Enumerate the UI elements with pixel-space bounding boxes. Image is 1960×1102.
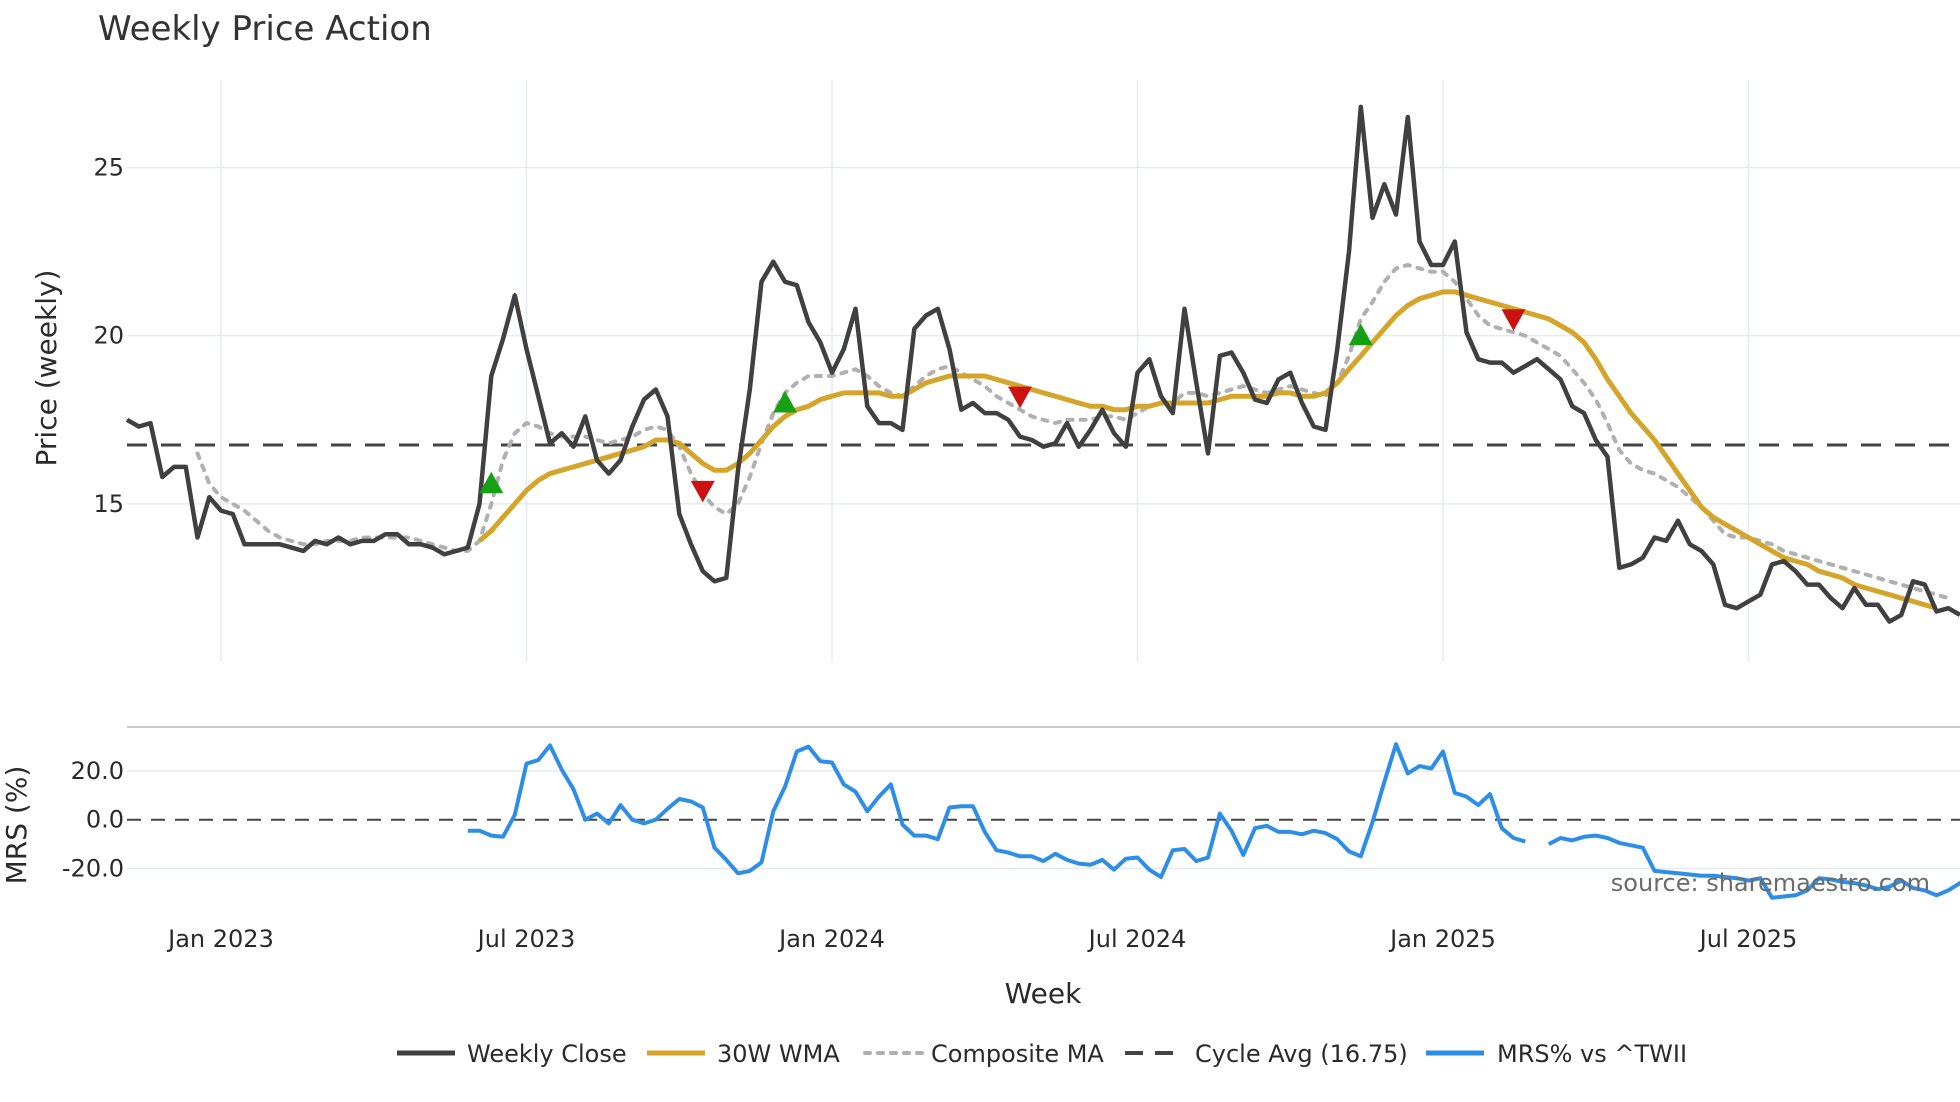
x-tick-label: Jul 2023	[476, 925, 576, 953]
sell-signal-marker	[1501, 309, 1526, 331]
buy-signal-marker	[1348, 323, 1373, 346]
legend-label-cycle: Cycle Avg (16.75)	[1195, 1040, 1408, 1068]
y-tick-label: 20	[93, 322, 124, 350]
legend-label-close: Weekly Close	[467, 1040, 627, 1068]
x-tick-label: Jan 2025	[1388, 925, 1496, 953]
signal-markers	[479, 309, 1526, 503]
x-tick-label: Jan 2023	[166, 925, 274, 953]
y2-tick-label: -20.0	[62, 854, 124, 882]
mrs-series	[467, 742, 1960, 900]
composite-ma-series	[195, 262, 1951, 601]
source-note: source: sharemaestro.com	[1611, 869, 1930, 897]
legend: Weekly Close 30W WMA Composite MA Cycle …	[397, 1040, 1687, 1068]
legend-label-mrs: MRS% vs ^TWII	[1497, 1040, 1687, 1068]
weekly-close-series	[125, 104, 1960, 624]
price-grid	[127, 80, 1960, 662]
x-tick-label: Jul 2025	[1698, 925, 1798, 953]
buy-signal-marker	[773, 390, 797, 413]
y2-tick-label: 0.0	[86, 806, 124, 834]
legend-label-wma: 30W WMA	[717, 1040, 840, 1068]
x-axis-title: Week	[1005, 977, 1082, 1010]
y2-tick-label: 20.0	[71, 757, 124, 785]
wma-series	[477, 289, 1938, 611]
x-tick-label: Jul 2024	[1087, 925, 1187, 953]
legend-label-composite: Composite MA	[931, 1040, 1104, 1068]
y-tick-label: 25	[93, 153, 124, 181]
x-tick-label: Jan 2024	[777, 925, 885, 953]
chart-title: Weekly Price Action	[98, 9, 432, 49]
sell-signal-marker	[690, 480, 715, 503]
y-tick-label: 15	[93, 490, 124, 518]
y2-axis-title: MRS (%)	[0, 766, 33, 885]
sell-signal-marker	[1008, 386, 1032, 409]
y-axis-title: Price (weekly)	[30, 270, 63, 467]
buy-signal-marker	[479, 471, 504, 494]
